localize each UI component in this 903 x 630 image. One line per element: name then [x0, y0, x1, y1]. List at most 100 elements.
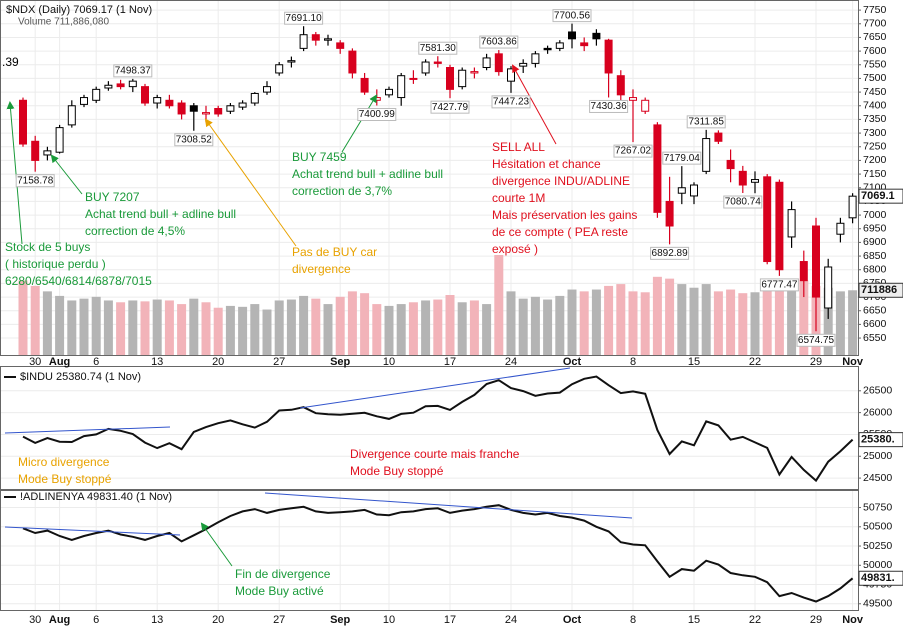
last-value-tag-box — [858, 432, 903, 448]
candle-body — [592, 32, 601, 40]
candle-body — [726, 159, 735, 170]
candle-body — [507, 68, 515, 82]
candle-body — [238, 102, 247, 108]
high-label: 7498.37 — [115, 66, 152, 77]
low-label-box — [759, 278, 799, 292]
high-label: 7311.85 — [688, 116, 724, 127]
y-tick-label: 6550 — [863, 332, 887, 344]
adline-panel-frame — [0, 490, 859, 611]
volume-bar — [835, 291, 845, 355]
y-tick-label: 26000 — [863, 406, 892, 418]
y-tick-label: 6600 — [863, 318, 887, 330]
candle-body — [714, 132, 723, 142]
candle-body — [275, 64, 284, 74]
annotation: Mode Buy stoppé — [350, 464, 444, 478]
candle-body — [153, 97, 162, 104]
last-volume-tag: 711886 — [861, 284, 897, 296]
candle-body — [653, 124, 662, 213]
high-label: 7603.86 — [481, 37, 518, 48]
low-label-box — [430, 100, 470, 114]
trend-line — [4, 526, 181, 536]
candle-body — [580, 42, 589, 47]
candle-body — [177, 102, 186, 115]
x-tick-label: Sep — [330, 356, 350, 368]
candle-body — [604, 39, 613, 74]
last-price-tag: 7069.1 — [861, 190, 895, 202]
volume-layer — [18, 255, 858, 355]
volume-bar — [628, 291, 638, 355]
candle-body — [677, 187, 686, 194]
x-tick-label: 20 — [212, 614, 224, 626]
y-tick-label: 7600 — [863, 45, 887, 57]
marks-layer — [19, 23, 857, 603]
x-tick-label: 30 — [29, 356, 41, 368]
candle-body — [263, 86, 271, 93]
volume-bar — [677, 284, 687, 355]
annotation: correction de 3,7% — [292, 184, 392, 198]
x-tick-label: 24 — [505, 614, 517, 626]
arrow — [204, 118, 297, 247]
volume-bar — [164, 300, 174, 355]
y-tick-label: 7400 — [863, 100, 887, 112]
y-tick-label: 7150 — [863, 168, 887, 180]
low-label-box — [723, 195, 763, 209]
volume-bar — [567, 289, 577, 355]
candle-body — [19, 99, 27, 145]
annotation: BUY 7459 — [292, 150, 347, 164]
low-label: 7447.23 — [493, 96, 530, 107]
candle-body — [165, 99, 174, 107]
y-tick-label: 50250 — [863, 540, 892, 552]
annotation: Achat trend bull + adline bull — [292, 167, 443, 181]
candle-body — [470, 71, 479, 74]
volume-bar — [518, 298, 528, 355]
annotation: de ce compte ( PEA reste — [492, 225, 628, 239]
volume-bar — [128, 300, 138, 355]
low-label: 6574.75 — [798, 335, 835, 346]
candle-body — [446, 67, 454, 90]
candle-body — [324, 38, 332, 41]
volume-bar — [91, 296, 101, 355]
volume-bar — [604, 285, 614, 355]
candle-body — [226, 105, 235, 112]
volume-bar — [30, 285, 40, 355]
volume-bar — [116, 302, 126, 355]
volume-bar — [713, 291, 723, 355]
x-tick-label: Oct — [563, 356, 582, 368]
volume-bar — [494, 255, 504, 355]
x-tick-label: 13 — [151, 356, 163, 368]
annotation: SELL ALL — [492, 140, 545, 154]
x-tick-label: Aug — [49, 614, 70, 626]
candle-body — [128, 80, 137, 88]
high-label: 7691.10 — [286, 13, 323, 24]
x-tick-label: 10 — [383, 614, 395, 626]
volume-bar — [177, 304, 187, 355]
volume-bar — [372, 304, 382, 355]
candle-body — [555, 42, 564, 49]
annotation: Mode Buy activé — [235, 584, 324, 598]
low-label-box — [589, 99, 629, 113]
volume-bar — [299, 295, 309, 355]
volume-bar — [347, 291, 357, 355]
annotation: Pas de BUY car — [292, 245, 377, 259]
y-tick-label: 50750 — [863, 501, 892, 513]
x-tick-label: Nov — [842, 356, 864, 368]
candle-body — [848, 195, 857, 219]
volume-bar — [384, 305, 394, 355]
volume-bar — [591, 289, 601, 355]
annotation: correction de 4,5% — [85, 224, 185, 238]
candle-body — [458, 69, 467, 88]
x-tick-label: 10 — [383, 356, 395, 368]
candle-body — [519, 62, 528, 67]
indu-title: $INDU 25380.74 (1 Nov) — [20, 371, 141, 383]
candle-body — [824, 266, 833, 309]
high-label-box — [552, 9, 592, 23]
price-title: $NDX (Daily) 7069.17 (1 Nov) — [6, 4, 152, 16]
volume-bar — [689, 287, 699, 355]
y-tick-label: 6900 — [863, 236, 887, 248]
volume-bar — [201, 302, 211, 355]
x-tick-label: 8 — [630, 614, 636, 626]
x-tick-label: 15 — [688, 356, 700, 368]
volume-bar — [506, 291, 516, 355]
volume-bar — [274, 300, 284, 355]
